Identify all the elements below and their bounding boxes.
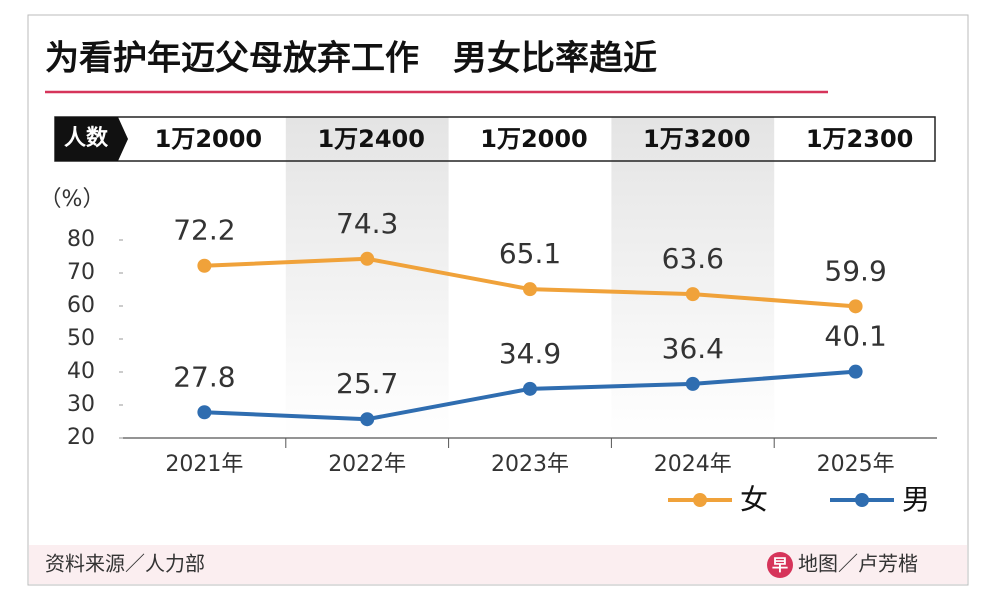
data-point xyxy=(197,258,212,273)
legend-label: 男 xyxy=(902,483,930,516)
headcount-label: 人数 xyxy=(64,125,109,151)
source: 资料来源／人力部 xyxy=(45,552,205,576)
data-label: 74.3 xyxy=(336,207,398,240)
data-point xyxy=(685,287,700,302)
x-tick-label: 2023年 xyxy=(491,452,569,477)
data-point xyxy=(523,282,537,297)
headcount-value: 1万2000 xyxy=(480,125,588,153)
y-axis-label: （%） xyxy=(40,187,105,212)
headcount-value: 1万2000 xyxy=(155,125,263,153)
legend-marker xyxy=(855,493,869,507)
y-tick-label: 50 xyxy=(67,326,95,351)
card xyxy=(27,14,969,586)
data-label: 59.9 xyxy=(824,254,886,287)
y-tick-label: 20 xyxy=(67,425,95,450)
data-point xyxy=(360,412,375,427)
data-label: 25.7 xyxy=(336,367,398,400)
x-tick-label: 2024年 xyxy=(654,452,732,477)
data-point xyxy=(197,405,212,420)
data-point xyxy=(848,299,863,314)
y-tick-label: 80 xyxy=(67,227,95,252)
data-point xyxy=(360,251,375,266)
chart-title: 为看护年迈父母放弃工作 男女比率趋近 xyxy=(45,39,657,79)
x-tick-label: 2022年 xyxy=(328,452,406,477)
data-point xyxy=(523,381,537,396)
credit: 地图／卢芳楷 xyxy=(798,552,918,576)
legend-label: 女 xyxy=(740,483,768,516)
data-label: 40.1 xyxy=(824,320,886,353)
data-label: 65.1 xyxy=(499,237,561,270)
data-point xyxy=(685,376,700,391)
y-tick-label: 70 xyxy=(67,260,95,285)
headcount-value: 1万2400 xyxy=(317,125,425,153)
y-tick-label: 60 xyxy=(67,293,95,318)
logo: 早 xyxy=(772,556,788,575)
headcount-value: 1万2300 xyxy=(806,125,914,153)
legend-marker xyxy=(693,493,707,507)
footer-band xyxy=(29,545,967,584)
data-label: 63.6 xyxy=(662,242,724,275)
logo-badge xyxy=(767,552,793,578)
data-point xyxy=(848,364,863,379)
x-tick-label: 2025年 xyxy=(817,452,895,477)
data-label: 36.4 xyxy=(662,332,724,365)
data-label: 34.9 xyxy=(499,337,561,370)
headcount-tag xyxy=(55,117,128,161)
data-label: 72.2 xyxy=(173,214,235,247)
y-tick-label: 30 xyxy=(67,392,95,417)
headcount-value: 1万3200 xyxy=(643,125,751,153)
column-shade xyxy=(285,117,449,438)
y-tick-label: 40 xyxy=(67,359,95,384)
data-label: 27.8 xyxy=(173,360,235,393)
x-tick-label: 2021年 xyxy=(165,452,243,477)
